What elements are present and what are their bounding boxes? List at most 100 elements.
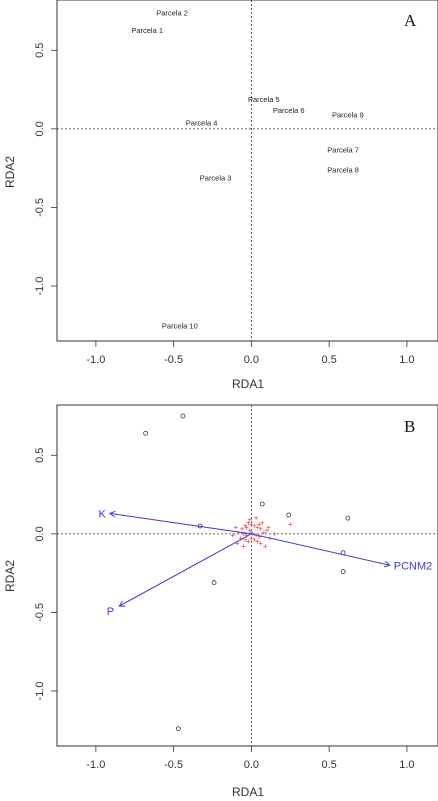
panel-b-site-point [259,501,265,507]
panel-b-x-tick-label: 0.5 [321,759,336,771]
panel-b-arrow-head [108,510,116,518]
panel-b-arrow-label: K [99,508,107,520]
panel-a-x-tick-label: 0.5 [321,354,336,366]
panel-b-y-label: RDA2 [3,560,17,592]
panel-b-arrow-line [109,512,252,535]
panel-b-species-point: + [255,523,260,532]
panel-b-species-points: ++++++++++++++++++++++++++++++++++++++ [230,514,293,551]
panel-a-y-label: RDA2 [3,156,17,188]
panel-b-y-ticks: -1.0 -0.5 0.0 0.5 [34,448,57,701]
panel-b: B -1.0 -0.5 0.0 0.5 1.0 -1.0-0.50.00.5 +++++… [3,404,438,799]
panel-b-species-point: + [246,518,251,527]
panel-a-x-tick-label: 0.0 [244,354,259,366]
panel-a-x-tick-label: 1.0 [399,354,414,366]
panel-b-species-point: + [235,539,240,548]
panel-b-species-point: + [247,526,252,535]
panel-a-y-tick-label: -1.0 [34,277,46,296]
panel-a-zero-lines [57,0,438,341]
panel-b-species-point: + [265,526,270,535]
panel-a-x-ticks: -1.0 -0.5 0.0 0.5 1.0 [86,341,415,366]
panel-b-x-ticks: -1.0 -0.5 0.0 0.5 1.0 [86,746,415,771]
panel-a-point-label: Parcela 9 [332,111,364,120]
panel-a-y-tick-label: 0.0 [34,121,46,136]
panel-b-species-point: + [240,525,245,534]
panel-a-point-label: Parcela 2 [156,9,188,18]
panel-b-site-point [175,726,181,732]
panel-b-species-point: + [243,522,248,531]
panel-b-species-point: + [257,520,262,529]
panel-b-species-point: + [254,514,259,523]
panel-a-x-label: RDA1 [232,377,264,391]
panel-b-x-tick-label: -1.0 [86,759,105,771]
panel-b-site-point [143,430,149,436]
panel-b-site-point [345,515,351,521]
panel-a-point-label: Parcela 10 [162,321,198,330]
panel-b-zero-lines [57,405,438,746]
panel-b-site-points [143,413,351,732]
panel-b-species-point: + [244,523,249,532]
panel-a: A -1.0 -0.5 0.0 0.5 1.0 -1.0 -0.5 0.0 0.5 Parce… [3,0,438,391]
panel-b-arrow-line [251,533,390,566]
panel-b-frame [56,404,438,747]
panel-b-species-point: + [241,529,246,538]
panel-b-species-point: + [260,518,265,527]
panel-b-species-point: + [230,531,235,540]
panel-b-x-label: RDA1 [232,785,264,799]
panel-a-letter: A [404,11,417,30]
panel-a-point-label: Parcela 7 [327,145,359,154]
panel-b-species-point: + [238,534,243,543]
panel-b-x-tick-label: 0.0 [244,759,259,771]
panel-b-arrow-head [383,560,391,568]
panel-b-species-point: + [249,534,254,543]
panel-b-arrows: K P PCNM2 [99,508,433,618]
panel-b-species-point: + [246,537,251,546]
panel-a-y-tick-label: -0.5 [34,198,46,217]
panel-b-y-tick-label: 0.0 [34,526,46,541]
panel-b-species-point: + [258,539,263,548]
panel-b-site-point [180,413,186,419]
panel-b-species-point: + [257,533,262,542]
panel-a-point-label: Parcela 6 [273,106,305,115]
panel-b-arrow-label: P [107,606,114,618]
panel-b-species-point: + [243,536,248,545]
panel-b-species-point: + [241,542,246,551]
panel-b-species-point: + [288,520,293,529]
panel-b-y-tick-label: -0.5 [34,603,46,622]
panel-b-arrow-label: PCNM2 [394,560,433,572]
panel-a-x-tick-label: -1.0 [86,354,105,366]
panel-b-y-tick-label: 0.5 [34,448,46,463]
panel-b-species-point: + [249,520,254,529]
panel-a-point-label: Parcela 3 [200,174,232,183]
panel-b-species-point: + [255,537,260,546]
panel-b-species-point: + [261,528,266,537]
panel-b-arrow-head [118,600,126,607]
panel-b-species-point: + [258,525,263,534]
panel-b-arrow-line [118,533,252,607]
panel-a-x-tick-label: -0.5 [164,354,183,366]
panel-a-point-label: Parcela 8 [327,166,359,175]
panel-b-species-point: + [244,531,249,540]
panel-a-frame [56,0,438,342]
panel-b-species-point: + [263,542,268,551]
panel-b-site-point [286,512,292,518]
panel-b-site-point [340,569,346,574]
panel-b-species-point: + [247,515,252,524]
panel-b-species-point: + [252,536,257,545]
panel-b-species-point: + [272,529,277,538]
panel-a-y-ticks: -1.0 -0.5 0.0 0.5 [34,43,57,296]
panel-b-letter: B [404,417,415,436]
panel-b-species-point: + [252,522,257,531]
panel-a-points: Parcela 2 Parcela 1 Parcela 5 Parcela 6 Parc… [131,9,363,331]
panel-b-species-point: + [234,523,239,532]
panel-b-species-point: + [266,523,271,532]
panel-b-x-tick-label: -0.5 [164,759,183,771]
panel-a-point-label: Parcela 5 [248,95,280,104]
panel-a-y-tick-label: 0.5 [34,43,46,58]
panel-b-y-tick-label: -1.0 [34,682,46,701]
panel-b-site-point [211,580,217,585]
panel-b-species-point: + [249,528,254,537]
panel-a-point-label: Parcela 1 [131,26,163,35]
panel-a-point-label: Parcela 4 [186,119,218,128]
panel-b-x-tick-label: 1.0 [399,759,414,771]
